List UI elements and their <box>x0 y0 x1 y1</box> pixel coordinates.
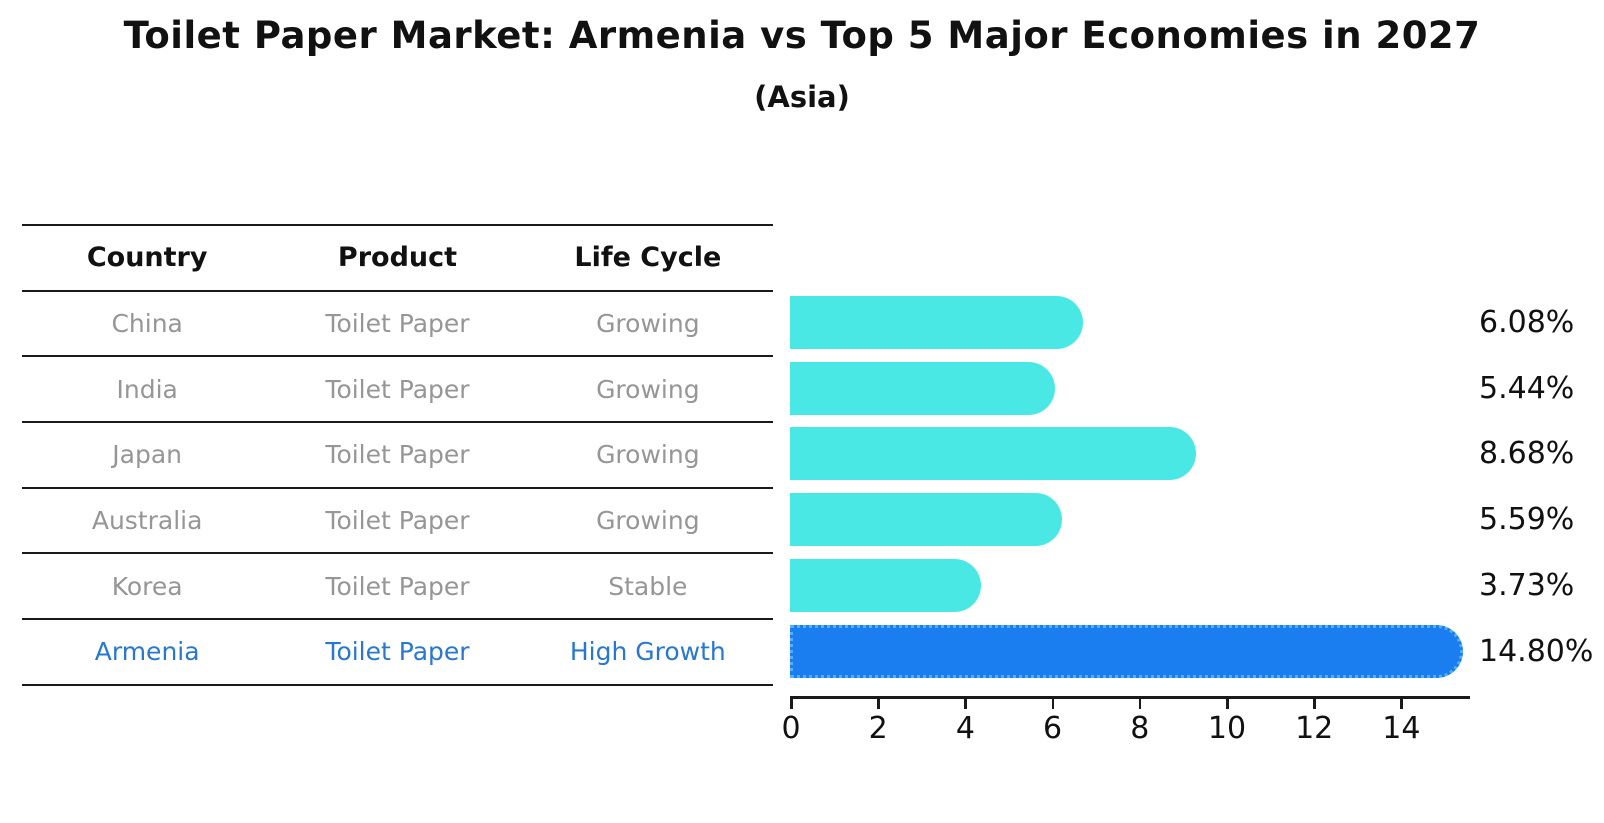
x-tick-mark <box>1313 698 1316 709</box>
column-header: Life Cycle <box>574 242 722 274</box>
product-cell: Toilet Paper <box>325 309 470 339</box>
chart-subtitle: (Asia) <box>754 80 850 114</box>
life_cycle-cell: Growing <box>596 506 700 536</box>
x-tick-mark <box>1138 698 1142 709</box>
x-tick-label: 12 <box>1295 711 1334 746</box>
x-tick-mark <box>790 698 793 709</box>
x-tick-label: 4 <box>955 711 975 746</box>
product-cell: Toilet Paper <box>325 506 470 536</box>
table-row: Korea Toilet Paper Stable <box>22 554 773 621</box>
x-tick-label: 2 <box>868 711 888 746</box>
product-cell: Toilet Paper <box>325 374 470 404</box>
table-header-row: Country Product Life Cycle <box>22 226 773 292</box>
country-table: Country Product Life Cycle China Toilet Pape… <box>22 224 773 686</box>
table-row: Australia Toilet Paper Growing <box>22 489 773 555</box>
life_cycle-cell: Stable <box>608 571 688 601</box>
bar-korea <box>790 558 981 612</box>
chart-title: Toilet Paper Market: Armenia vs Top 5 Ma… <box>123 14 1481 57</box>
x-tick-label: 14 <box>1382 711 1421 746</box>
country-cell: India <box>116 374 178 404</box>
life_cycle-cell: High Growth <box>569 637 726 667</box>
x-tick-label: 6 <box>1043 711 1063 746</box>
x-tick-label: 0 <box>781 711 801 746</box>
table-row: Armenia Toilet Paper High Growth <box>22 620 773 686</box>
country-cell: Armenia <box>94 637 200 667</box>
value-label: 5.59% <box>1479 502 1575 538</box>
value-label: 14.80% <box>1479 633 1594 669</box>
country-cell: Australia <box>91 506 203 536</box>
x-tick-mark <box>1051 698 1055 709</box>
life_cycle-cell: Growing <box>596 374 700 404</box>
x-tick-mark <box>964 698 967 709</box>
value-label: 6.08% <box>1479 305 1575 341</box>
column-header: Product <box>337 242 458 274</box>
country-cell: Japan <box>112 440 183 470</box>
x-tick-label: 8 <box>1130 711 1150 746</box>
value-label: 3.73% <box>1479 567 1575 603</box>
bar-india <box>790 361 1056 415</box>
table-row: India Toilet Paper Growing <box>22 357 773 424</box>
product-cell: Toilet Paper <box>325 637 470 667</box>
product-cell: Toilet Paper <box>325 571 470 601</box>
x-axis-line <box>790 696 1470 699</box>
x-tick-mark <box>1400 698 1403 709</box>
x-tick-mark <box>877 698 880 709</box>
life_cycle-cell: Growing <box>596 440 700 470</box>
column-header: Country <box>86 242 208 274</box>
x-tick-mark <box>1226 698 1229 709</box>
bar-armenia <box>790 624 1464 678</box>
bar-china <box>790 296 1084 350</box>
life_cycle-cell: Growing <box>596 309 700 339</box>
table-row: China Toilet Paper Growing <box>22 292 773 358</box>
country-cell: China <box>111 309 183 339</box>
table-row: Japan Toilet Paper Growing <box>22 423 773 489</box>
country-cell: Korea <box>111 571 183 601</box>
bar-japan <box>790 427 1197 481</box>
bar-australia <box>790 493 1062 547</box>
value-label: 5.44% <box>1479 370 1575 406</box>
product-cell: Toilet Paper <box>325 440 470 470</box>
value-label: 8.68% <box>1479 436 1575 472</box>
x-tick-label: 10 <box>1207 711 1247 746</box>
